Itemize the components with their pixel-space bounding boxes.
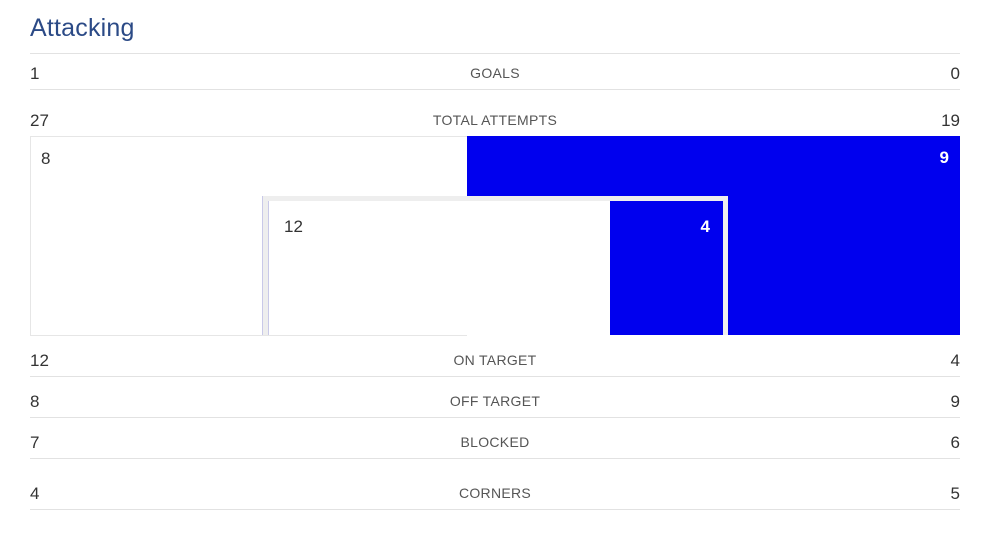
divider [30,417,960,418]
divider [30,458,960,459]
attempts-goal-frame-graphic: 8 9 12 4 [30,136,960,336]
goal-frame: 12 4 [262,196,728,335]
divider [30,89,960,90]
stat-row-total-attempts: 27 TOTAL ATTEMPTS 19 [30,111,960,135]
goal-post-right [723,196,728,335]
on-target-home-value: 12 [30,351,49,370]
stat-row-on-target: 12 ON TARGET 4 [30,351,960,375]
divider [30,509,960,510]
on-target-away-count: 4 [700,217,710,236]
on-target-away-value: 4 [950,351,960,370]
goals-home-value: 1 [30,64,40,83]
stat-row-off-target: 8 OFF TARGET 9 [30,392,960,416]
corners-home-value: 4 [30,484,40,503]
stat-row-goals: 1 GOALS 0 [30,64,960,88]
off-target-label: OFF TARGET [449,393,541,409]
total-attempts-away-value: 19 [941,111,960,130]
on-target-label: ON TARGET [453,352,537,368]
off-target-home-count: 8 [41,149,51,168]
divider [30,53,960,54]
on-target-home-area: 12 [268,201,611,335]
goals-away-value: 0 [950,64,960,83]
off-target-away-count: 9 [939,148,949,167]
total-attempts-home-value: 27 [30,111,49,130]
blocked-label: BLOCKED [460,434,530,450]
section-title: Attacking [30,14,135,42]
on-target-away-area: 4 [610,201,723,335]
stat-row-corners: 4 CORNERS 5 [30,484,960,508]
total-attempts-label: TOTAL ATTEMPTS [432,112,558,128]
on-target-home-count: 12 [284,217,303,236]
corners-label: CORNERS [458,485,532,501]
divider [30,376,960,377]
corners-away-value: 5 [950,484,960,503]
goals-label: GOALS [470,65,520,81]
off-target-home-value: 8 [30,392,40,411]
off-target-away-value: 9 [950,392,960,411]
blocked-home-value: 7 [30,433,40,452]
stat-row-blocked: 7 BLOCKED 6 [30,433,960,457]
blocked-away-value: 6 [950,433,960,452]
